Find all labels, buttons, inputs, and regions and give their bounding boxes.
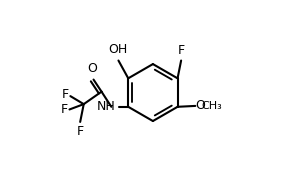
Text: OH: OH (108, 43, 127, 56)
Text: O: O (196, 99, 206, 112)
Text: F: F (178, 44, 185, 57)
Text: CH₃: CH₃ (201, 101, 222, 111)
Text: F: F (60, 103, 68, 116)
Text: F: F (77, 125, 84, 138)
Text: NH: NH (97, 100, 116, 113)
Text: F: F (61, 88, 69, 101)
Text: O: O (88, 62, 98, 75)
